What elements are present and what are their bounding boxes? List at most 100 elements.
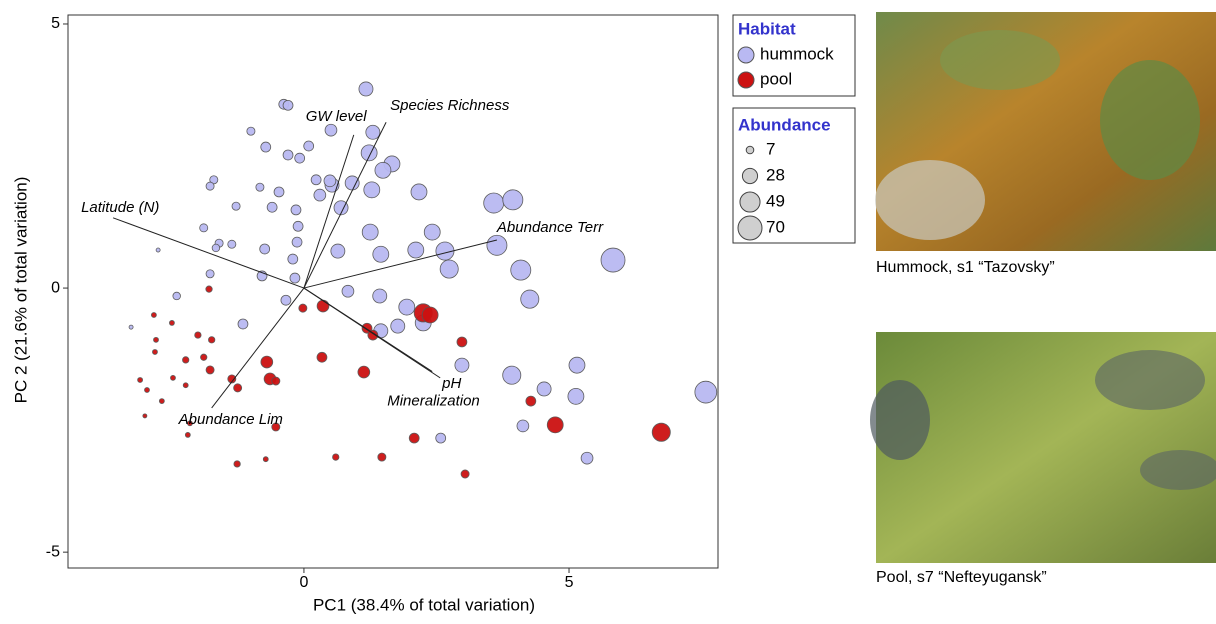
bubble bbox=[260, 355, 274, 369]
bubble bbox=[227, 239, 237, 249]
photo-detail bbox=[870, 380, 930, 460]
bubble bbox=[128, 324, 134, 330]
bubble bbox=[144, 387, 150, 393]
bubble bbox=[456, 336, 468, 348]
bubble bbox=[357, 365, 371, 379]
x-tick-label: 5 bbox=[565, 574, 574, 591]
bubble bbox=[323, 174, 337, 188]
bubble bbox=[233, 383, 243, 393]
legend-title: Habitat bbox=[738, 19, 796, 38]
bubble bbox=[151, 312, 157, 318]
bubble bbox=[363, 181, 381, 199]
photo-caption: Hummock, s1 “Tazovsky” bbox=[876, 259, 1055, 276]
bubble bbox=[546, 416, 564, 434]
bubble bbox=[358, 81, 374, 97]
bubble bbox=[260, 141, 272, 153]
vector-label: Latitude (N) bbox=[81, 199, 159, 216]
bubble bbox=[520, 289, 540, 309]
bubble bbox=[341, 284, 355, 298]
loading-vector bbox=[303, 287, 433, 372]
size-legend-marker bbox=[741, 167, 759, 185]
y-axis-label: PC 2 (21.6% of total variation) bbox=[11, 177, 30, 404]
bubble bbox=[205, 365, 215, 375]
bubble bbox=[365, 124, 381, 140]
bubble bbox=[205, 181, 215, 191]
loading-vector bbox=[303, 121, 387, 289]
bubble bbox=[367, 329, 379, 341]
bubble bbox=[294, 152, 306, 164]
legend-marker bbox=[737, 46, 755, 64]
x-axis-label: PC1 (38.4% of total variation) bbox=[313, 595, 535, 614]
bubble bbox=[292, 220, 304, 232]
bubble bbox=[567, 387, 585, 405]
bubble bbox=[344, 175, 360, 191]
plot: GW level Species Richness Latitude (N) Abun… bbox=[81, 81, 718, 479]
vector-label: Abundance Lim bbox=[178, 411, 283, 428]
bubble bbox=[460, 469, 470, 479]
bubble bbox=[231, 201, 241, 211]
bubble bbox=[390, 318, 406, 334]
size-legend-label: 70 bbox=[766, 217, 785, 236]
bubble bbox=[483, 192, 505, 214]
bubble bbox=[454, 357, 470, 373]
bubble bbox=[255, 182, 265, 192]
bubble bbox=[246, 126, 256, 136]
plot-frame bbox=[67, 14, 719, 569]
photo-detail bbox=[875, 160, 985, 240]
bubble bbox=[332, 453, 340, 461]
y-tick-label: 0 bbox=[51, 279, 60, 296]
legend-label: pool bbox=[760, 69, 792, 88]
bubble bbox=[153, 336, 159, 343]
bubble bbox=[510, 259, 532, 281]
bubble bbox=[316, 351, 328, 363]
loading-vector bbox=[303, 134, 355, 289]
size-legend-label: 49 bbox=[766, 191, 785, 210]
bubble bbox=[410, 183, 428, 201]
bubble bbox=[694, 380, 718, 404]
bubble bbox=[282, 99, 294, 111]
bubble bbox=[372, 288, 388, 304]
bubble bbox=[408, 432, 420, 444]
bubble bbox=[516, 419, 530, 433]
bubble bbox=[158, 398, 165, 404]
bubble bbox=[377, 452, 387, 462]
photo-hummock bbox=[875, 12, 1216, 251]
bubble bbox=[155, 247, 161, 253]
y-tick-label: -5 bbox=[46, 543, 60, 560]
bubble bbox=[600, 247, 626, 273]
bubble bbox=[137, 377, 143, 383]
bubble bbox=[439, 259, 459, 279]
bubble bbox=[172, 291, 181, 301]
bubble bbox=[374, 161, 392, 179]
bubble bbox=[298, 303, 308, 313]
loading-vector bbox=[211, 287, 305, 409]
legend-label: hummock bbox=[760, 44, 834, 63]
bubble bbox=[310, 174, 322, 186]
vector-label: GW level bbox=[306, 108, 368, 125]
bubble bbox=[194, 331, 202, 339]
bubble bbox=[184, 432, 191, 438]
bubble bbox=[568, 356, 586, 374]
photo-detail bbox=[940, 30, 1060, 90]
bubble bbox=[262, 456, 269, 463]
bubble bbox=[208, 336, 216, 344]
bubble bbox=[211, 243, 221, 253]
bubble bbox=[273, 186, 285, 198]
loading-vector bbox=[303, 239, 498, 289]
bubble bbox=[372, 245, 390, 263]
bubble bbox=[536, 381, 552, 397]
bubble bbox=[651, 422, 671, 442]
bubble bbox=[291, 236, 303, 248]
bubble bbox=[227, 374, 237, 384]
bubble bbox=[407, 241, 425, 259]
bubble bbox=[205, 285, 213, 293]
bubble bbox=[259, 243, 271, 255]
size-legend-label: 7 bbox=[766, 139, 775, 158]
bubble bbox=[423, 223, 441, 241]
bubble bbox=[182, 382, 189, 389]
bubble bbox=[170, 374, 176, 381]
y-tick-label: 5 bbox=[51, 15, 60, 32]
bubble bbox=[361, 223, 379, 241]
size-legend-marker bbox=[745, 145, 755, 155]
